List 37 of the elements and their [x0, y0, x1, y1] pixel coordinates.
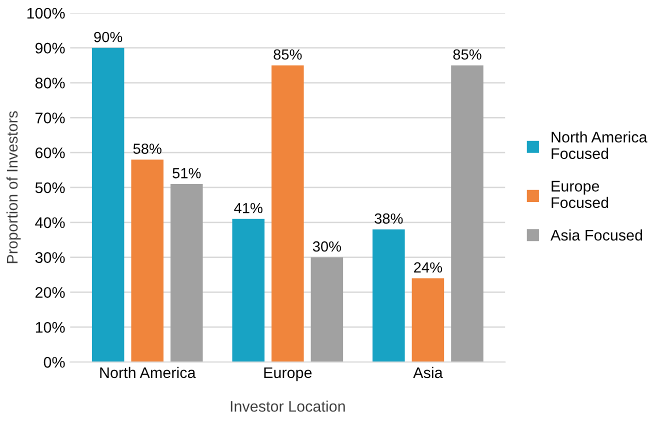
y-tick-label: 40%: [35, 217, 65, 228]
bar: [412, 278, 444, 362]
data-label: 38%: [374, 213, 403, 224]
y-tick-label: 60%: [36, 147, 65, 158]
y-tick-label: 20%: [36, 287, 65, 298]
data-label: 24%: [414, 262, 442, 273]
x-tick-label: North America: [100, 366, 196, 378]
y-tick-label: 0%: [44, 356, 65, 368]
bar: [272, 65, 304, 362]
y-tick-label: 30%: [35, 252, 65, 263]
x-tick-label: Europe: [264, 367, 312, 382]
bar: [131, 160, 164, 362]
bar: [232, 218, 265, 362]
x-axis-title: Investor Location: [230, 400, 345, 412]
data-label: 85%: [453, 49, 482, 60]
data-label: 51%: [172, 168, 201, 178]
x-tick-label: Asia: [413, 366, 443, 378]
bar: [372, 229, 405, 362]
legend-label: North America Focused: [552, 131, 648, 160]
y-tick-label: 90%: [35, 42, 65, 54]
y-tick-label: 10%: [36, 322, 65, 333]
bar: [170, 184, 203, 362]
bar: [451, 65, 484, 362]
bar: [310, 257, 344, 362]
legend-label: Asia Focused: [550, 229, 642, 241]
data-label: 85%: [274, 49, 302, 60]
y-tick-label: 100%: [27, 8, 65, 19]
bar: [92, 48, 124, 362]
data-label: 30%: [312, 241, 342, 252]
y-tick-label: 80%: [35, 78, 65, 88]
data-label: 41%: [234, 202, 262, 214]
legend-label: Europe Focused: [552, 180, 608, 208]
data-label: 90%: [94, 32, 122, 42]
y-tick-label: 70%: [36, 112, 65, 124]
data-label: 58%: [133, 144, 162, 154]
y-tick-label: 50%: [35, 182, 65, 194]
y-axis-title: Proportion of Investors: [6, 111, 21, 264]
